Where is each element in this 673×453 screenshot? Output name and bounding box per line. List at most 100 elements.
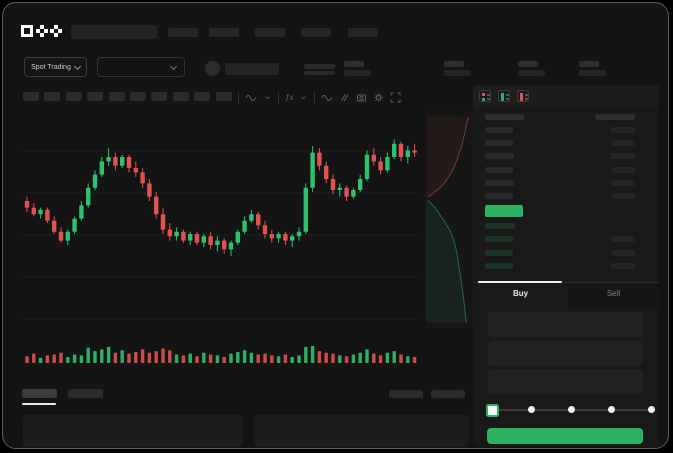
bottom-tab-1[interactable] <box>22 389 57 398</box>
timeframe-placeholder[interactable] <box>23 92 39 101</box>
coin-icon <box>205 61 220 76</box>
wave-icon[interactable] <box>245 92 257 103</box>
nav-item-placeholder[interactable] <box>209 28 239 37</box>
slider-stop[interactable] <box>607 406 615 413</box>
ask-price-placeholder[interactable] <box>485 193 513 199</box>
camera-icon[interactable] <box>356 92 367 103</box>
bottom-tab-2[interactable] <box>68 389 103 398</box>
chevron-down-icon[interactable] <box>299 92 308 103</box>
stat-value-placeholder <box>344 69 371 76</box>
timeframe-placeholder[interactable] <box>65 92 82 101</box>
timeframe-placeholder[interactable] <box>130 92 146 101</box>
buy-submit-button[interactable] <box>487 428 643 444</box>
nav-item-placeholder[interactable] <box>348 28 378 37</box>
line <box>524 94 528 96</box>
divider <box>238 91 239 104</box>
bottom-right-placeholder-1[interactable] <box>389 390 423 398</box>
depth-chart[interactable] <box>425 111 471 327</box>
asks-mark <box>482 93 485 96</box>
search-bar-placeholder[interactable] <box>71 25 157 39</box>
stat-value-placeholder <box>579 69 606 76</box>
timeframe-placeholder[interactable] <box>44 92 61 101</box>
indicators-icon[interactable]: ƒx <box>285 93 294 102</box>
price-placeholder <box>304 64 335 69</box>
line <box>505 94 509 96</box>
line <box>486 94 490 96</box>
ob-combined-view-icon[interactable] <box>479 90 491 102</box>
timeframe-placeholder[interactable] <box>215 92 232 101</box>
slider-stop[interactable] <box>567 406 575 413</box>
ob-price-column-header <box>485 114 524 120</box>
nav-item-placeholder[interactable] <box>255 28 285 37</box>
ask-price-placeholder[interactable] <box>485 153 514 160</box>
logo-o-glyph <box>21 25 33 37</box>
last-price-bar[interactable] <box>485 205 523 217</box>
active-tab-underline <box>478 281 562 283</box>
bids-mark <box>482 97 485 101</box>
nav-item-placeholder[interactable] <box>168 28 198 37</box>
slider-handle[interactable] <box>486 404 499 417</box>
chevron-down-icon[interactable] <box>263 92 272 103</box>
line <box>524 98 528 100</box>
pair-selector-dropdown[interactable] <box>97 57 185 77</box>
ask-amount-placeholder <box>612 193 635 199</box>
tab-buy[interactable]: Buy <box>512 289 529 298</box>
line <box>486 98 490 100</box>
timeframe-placeholder[interactable] <box>108 92 125 101</box>
bottom-right-placeholder-2[interactable] <box>431 390 465 398</box>
drawing-tools-icon[interactable] <box>339 92 350 103</box>
bid-amount-placeholder <box>611 236 635 243</box>
stat-value-placeholder <box>518 69 545 76</box>
stat-label-placeholder <box>344 60 364 67</box>
amount-field[interactable] <box>488 341 643 366</box>
divider <box>314 91 316 104</box>
market-type-selector[interactable]: Spot Trading <box>24 57 87 77</box>
wave-icon[interactable] <box>321 92 333 103</box>
ask-amount-placeholder <box>611 179 635 186</box>
order-book-view-toggles <box>479 90 529 102</box>
slider-stop[interactable] <box>527 406 535 413</box>
divider <box>278 91 279 104</box>
ob-bids-view-icon[interactable] <box>498 90 510 102</box>
ask-price-placeholder[interactable] <box>485 140 513 147</box>
bid-price-placeholder[interactable] <box>485 223 515 229</box>
price-field[interactable] <box>488 312 643 337</box>
ask-price-placeholder[interactable] <box>485 166 513 173</box>
okx-logo[interactable] <box>21 25 62 37</box>
ask-amount-placeholder <box>612 140 635 147</box>
fullscreen-icon[interactable] <box>390 92 401 103</box>
tab-sell[interactable]: Sell <box>606 289 621 298</box>
timeframe-placeholder[interactable] <box>151 92 168 101</box>
market-type-label: Spot Trading <box>31 63 71 71</box>
stat-label-placeholder <box>444 60 464 67</box>
bid-price-placeholder[interactable] <box>485 263 513 270</box>
pair-name-placeholder <box>225 62 279 75</box>
total-field[interactable] <box>488 369 643 394</box>
timeframe-placeholder[interactable] <box>172 92 189 101</box>
timeframe-placeholder[interactable] <box>87 92 104 101</box>
stat-label-placeholder <box>518 60 538 67</box>
bid-price-placeholder[interactable] <box>485 236 513 243</box>
bids-mark <box>501 93 504 101</box>
stat-value-placeholder <box>444 69 471 76</box>
bottom-tab-underline <box>22 403 56 405</box>
bottom-panel-left <box>23 415 243 447</box>
nav-item-placeholder[interactable] <box>301 28 331 37</box>
candlestick-chart[interactable] <box>23 113 419 365</box>
ob-asks-view-icon[interactable] <box>517 90 529 102</box>
sell-tab-bg <box>568 283 659 306</box>
bid-amount-placeholder <box>611 263 635 270</box>
stat-label-placeholder <box>579 60 599 67</box>
asks-mark <box>520 93 523 101</box>
ask-price-placeholder[interactable] <box>485 179 514 186</box>
change-placeholder <box>304 70 335 75</box>
slider-stop[interactable] <box>647 406 655 413</box>
settings-icon[interactable] <box>373 92 384 103</box>
chevron-down-icon <box>169 62 178 71</box>
bid-price-placeholder[interactable] <box>485 249 513 256</box>
line <box>505 98 509 100</box>
bid-amount-placeholder <box>612 249 635 256</box>
ask-price-placeholder[interactable] <box>485 127 513 133</box>
timeframe-placeholder[interactable] <box>194 92 211 101</box>
ask-amount-placeholder <box>612 166 635 173</box>
